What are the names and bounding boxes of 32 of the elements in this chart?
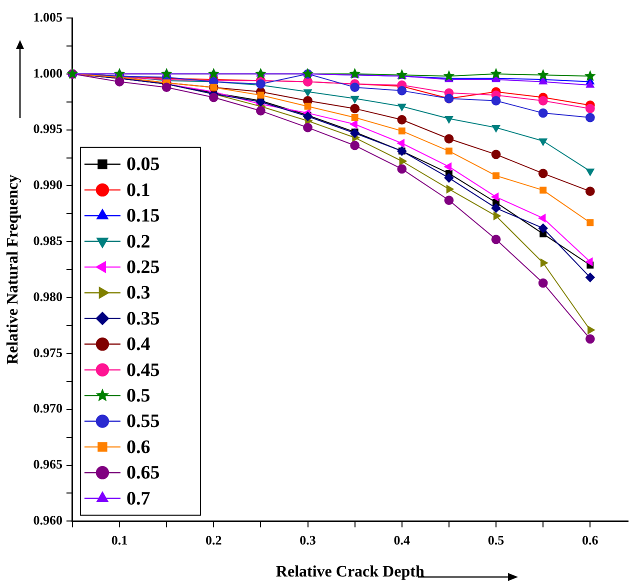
legend-label: 0.25 [126, 256, 160, 278]
y-tick-label: 0.960 [33, 512, 62, 528]
legend-label: 0.45 [126, 360, 160, 381]
y-tick-label: 0.995 [33, 121, 63, 136]
y-tick-label: 1.005 [33, 9, 63, 24]
y-tick-label: 0.990 [33, 177, 62, 192]
legend-label: 0.2 [126, 231, 150, 252]
legend-label: 0.6 [126, 436, 150, 458]
legend-label: 0.15 [126, 206, 160, 227]
legend-label: 0.4 [126, 334, 151, 356]
y-tick-label: 0.970 [33, 400, 62, 416]
x-tick-label: 0.2 [206, 532, 222, 548]
legend-label: 0.5 [126, 385, 150, 406]
legend-label: 0.05 [126, 154, 160, 176]
legend-label: 0.55 [126, 411, 160, 432]
legend-label: 0.65 [126, 462, 160, 484]
y-tick-label: 0.975 [33, 344, 63, 360]
x-tick-label: 0.6 [582, 532, 599, 548]
y-axis-title: Relative Natural Frequency [4, 174, 22, 365]
x-tick-label: 0.3 [300, 532, 316, 548]
legend-label: 0.3 [126, 282, 150, 304]
legend-label: 0.35 [126, 308, 160, 330]
y-tick-label: 0.985 [33, 233, 63, 248]
legend-label: 0.1 [126, 180, 150, 201]
y-tick-label: 0.980 [33, 288, 62, 304]
legend-label: 0.7 [126, 488, 151, 510]
y-tick-label: 1.000 [33, 65, 62, 80]
x-tick-label: 0.5 [488, 532, 505, 548]
x-tick-label: 0.1 [111, 532, 128, 548]
x-axis-title: Relative Crack Depth [276, 564, 424, 581]
x-tick-label: 0.4 [394, 532, 411, 548]
y-tick-label: 0.965 [33, 456, 63, 472]
